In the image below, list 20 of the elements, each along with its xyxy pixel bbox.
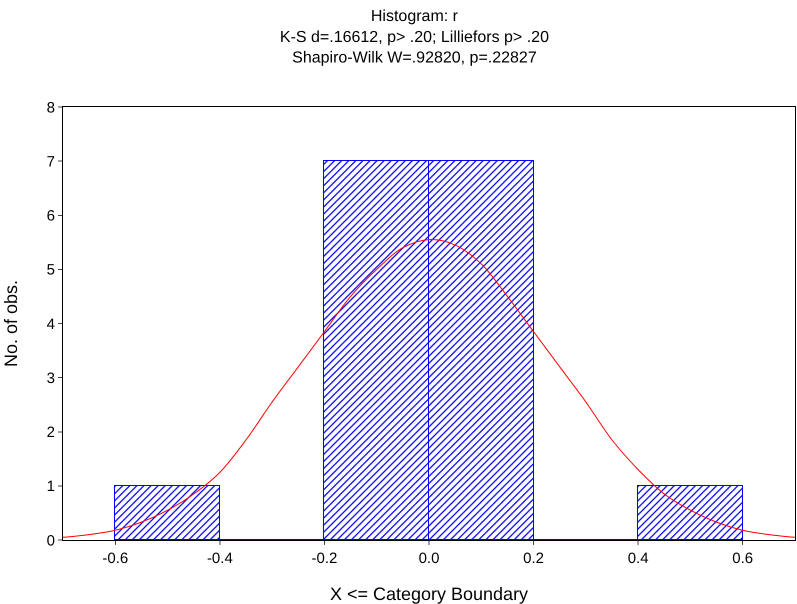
- y-axis-title: No. of obs.: [1, 280, 21, 368]
- y-tick-label: 7: [46, 153, 55, 170]
- x-tick-label: -0.6: [102, 550, 128, 567]
- x-axis-title: X <= Category Boundary: [330, 584, 528, 604]
- x-tick-label: -0.2: [312, 550, 338, 567]
- y-tick-label: 0: [46, 532, 55, 550]
- y-tick-label: 2: [46, 424, 55, 441]
- x-tick-label: 0.0: [418, 550, 440, 567]
- y-tick-label: 4: [46, 316, 55, 333]
- x-tick-label: 0.2: [523, 550, 544, 567]
- x-tick-label: -0.4: [206, 550, 233, 567]
- y-tick-label: 5: [46, 262, 55, 279]
- x-tick-label: 0.4: [628, 550, 649, 567]
- y-tick-label: 1: [46, 478, 55, 496]
- y-tick-label: 3: [46, 370, 55, 387]
- line-series: [63, 239, 795, 538]
- y-tick-label: 6: [46, 208, 55, 224]
- chart-title: Histogram: r K-S d=.16612, p> .20; Lilliefors p> .20 Shapiro-Wilk W=.92820, p=.22827: [280, 8, 550, 67]
- x-tick-label: 0.6: [732, 550, 754, 567]
- y-tick-label: 8: [46, 99, 55, 116]
